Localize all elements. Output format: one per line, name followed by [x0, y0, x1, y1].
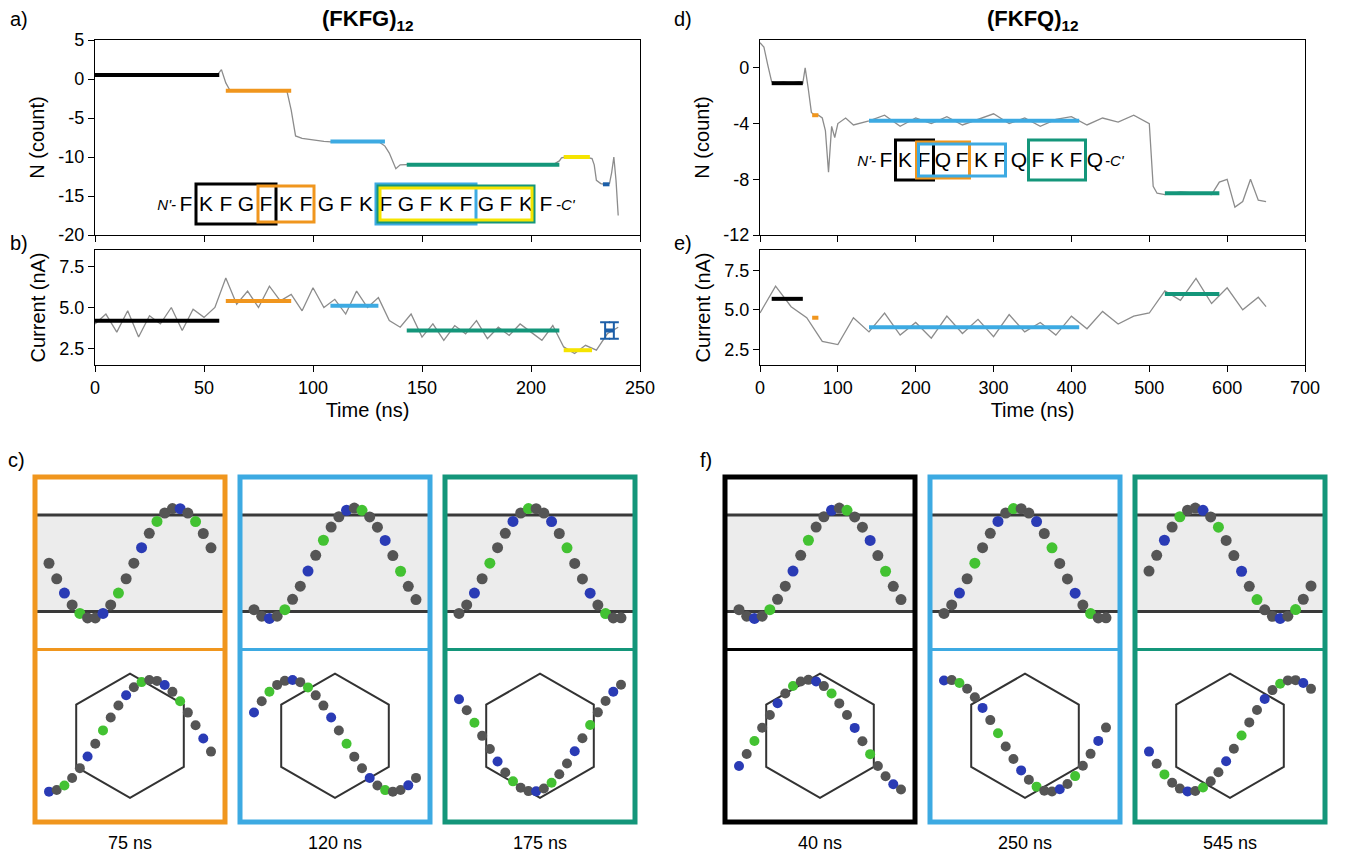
svg-text:5.0: 5.0 — [724, 300, 749, 320]
svg-text:-20: -20 — [58, 225, 84, 245]
svg-text:K: K — [1050, 148, 1064, 171]
svg-text:0: 0 — [755, 378, 765, 398]
svg-text:G: G — [238, 192, 254, 215]
svg-text:N'-: N'- — [857, 152, 876, 169]
svg-text:c): c) — [8, 449, 25, 471]
svg-text:Q: Q — [935, 148, 951, 171]
svg-text:F: F — [918, 148, 931, 171]
svg-text:Q: Q — [1087, 148, 1103, 171]
svg-text:Q: Q — [1011, 148, 1027, 171]
svg-text:G: G — [398, 192, 414, 215]
svg-text:545 ns: 545 ns — [1203, 833, 1257, 853]
svg-text:(FKFQ)​12​: (FKFQ)​12​ — [987, 6, 1079, 34]
svg-text:-4: -4 — [733, 114, 749, 134]
svg-text:K: K — [519, 192, 533, 215]
svg-text:K: K — [279, 192, 293, 215]
svg-text:Current (nA): Current (nA) — [692, 252, 714, 362]
svg-text:120 ns: 120 ns — [308, 833, 362, 853]
svg-text:K: K — [974, 148, 988, 171]
svg-text:F: F — [220, 192, 233, 215]
svg-text:(FKFG)​12​: (FKFG)​12​ — [322, 6, 414, 34]
svg-text:-5: -5 — [68, 108, 84, 128]
svg-text:Time (ns): Time (ns) — [991, 399, 1075, 421]
svg-text:F: F — [340, 192, 353, 215]
svg-text:250 ns: 250 ns — [998, 833, 1052, 853]
svg-text:5.0: 5.0 — [59, 298, 84, 318]
svg-text:F: F — [500, 192, 513, 215]
svg-text:b): b) — [10, 232, 28, 254]
svg-text:400: 400 — [1056, 378, 1086, 398]
svg-text:175 ns: 175 ns — [513, 833, 567, 853]
svg-text:G: G — [478, 192, 494, 215]
svg-text:200: 200 — [901, 378, 931, 398]
svg-text:250: 250 — [625, 378, 655, 398]
svg-text:0: 0 — [90, 378, 100, 398]
svg-text:K: K — [898, 148, 912, 171]
svg-text:e): e) — [674, 232, 692, 254]
svg-text:7.5: 7.5 — [724, 261, 749, 281]
svg-text:F: F — [994, 148, 1007, 171]
svg-text:K: K — [199, 192, 213, 215]
svg-text:200: 200 — [516, 378, 546, 398]
svg-text:F: F — [180, 192, 193, 215]
svg-text:F: F — [540, 192, 553, 215]
svg-text:a): a) — [10, 8, 28, 30]
svg-text:F: F — [880, 148, 893, 171]
svg-text:G: G — [318, 192, 334, 215]
svg-text:150: 150 — [407, 378, 437, 398]
svg-text:5: 5 — [74, 30, 84, 50]
svg-text:F: F — [260, 192, 273, 215]
svg-text:F: F — [1070, 148, 1083, 171]
svg-text:40 ns: 40 ns — [798, 833, 842, 853]
svg-text:F: F — [1032, 148, 1045, 171]
svg-text:75 ns: 75 ns — [108, 833, 152, 853]
svg-text:700: 700 — [1290, 378, 1320, 398]
svg-text:2.5: 2.5 — [59, 339, 84, 359]
svg-text:N (count): N (count) — [26, 96, 48, 178]
svg-text:F: F — [460, 192, 473, 215]
svg-text:0: 0 — [74, 69, 84, 89]
svg-text:100: 100 — [823, 378, 853, 398]
svg-text:-C': -C' — [556, 196, 576, 213]
svg-text:d): d) — [674, 8, 692, 30]
svg-text:N (count): N (count) — [691, 96, 713, 178]
svg-text:Current (nA): Current (nA) — [27, 252, 49, 362]
svg-text:500: 500 — [1134, 378, 1164, 398]
svg-text:f): f) — [700, 449, 712, 471]
svg-text:7.5: 7.5 — [59, 257, 84, 277]
svg-text:F: F — [956, 148, 969, 171]
svg-text:300: 300 — [979, 378, 1009, 398]
svg-text:-10: -10 — [58, 147, 84, 167]
svg-text:-15: -15 — [58, 186, 84, 206]
svg-text:600: 600 — [1212, 378, 1242, 398]
svg-text:Time (ns): Time (ns) — [326, 399, 410, 421]
svg-text:-12: -12 — [723, 225, 749, 245]
svg-text:0: 0 — [739, 58, 749, 78]
svg-text:F: F — [300, 192, 313, 215]
svg-text:50: 50 — [194, 378, 214, 398]
svg-text:K: K — [439, 192, 453, 215]
svg-text:-8: -8 — [733, 170, 749, 190]
svg-text:2.5: 2.5 — [724, 340, 749, 360]
svg-text:-C': -C' — [1105, 152, 1125, 169]
svg-text:N'-: N'- — [157, 196, 176, 213]
svg-text:K: K — [359, 192, 373, 215]
svg-text:F: F — [380, 192, 393, 215]
svg-text:100: 100 — [298, 378, 328, 398]
svg-text:F: F — [420, 192, 433, 215]
